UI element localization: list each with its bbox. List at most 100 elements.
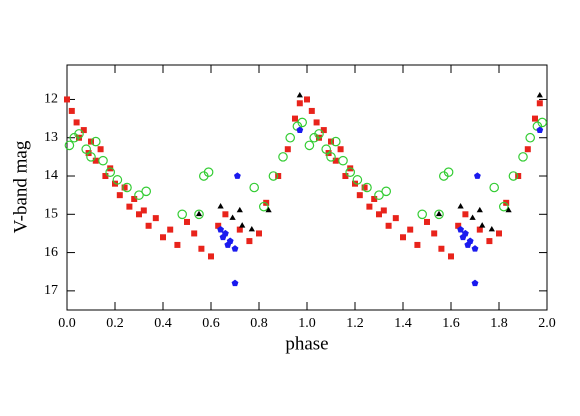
point <box>105 167 115 177</box>
point <box>88 138 94 145</box>
point <box>140 207 147 214</box>
point <box>518 152 528 162</box>
point <box>374 190 384 200</box>
point <box>385 222 392 229</box>
point <box>476 226 483 233</box>
point <box>81 144 91 155</box>
point <box>68 107 75 114</box>
point <box>338 155 348 166</box>
x-tick-label: 1.8 <box>490 316 508 331</box>
point <box>313 119 320 126</box>
point <box>443 167 454 177</box>
point <box>414 241 421 248</box>
point <box>435 210 443 217</box>
point <box>297 117 307 128</box>
point <box>473 172 481 179</box>
point <box>258 201 269 212</box>
x-tick-label: 1.0 <box>298 316 316 331</box>
point <box>455 222 462 229</box>
x-tick-label: 0.0 <box>58 316 76 331</box>
point <box>330 136 341 147</box>
y-tick-label: 17 <box>44 283 58 298</box>
y-tick-label: 12 <box>44 92 58 107</box>
point <box>536 126 544 133</box>
point <box>352 175 363 185</box>
point <box>246 238 253 245</box>
point <box>217 226 225 233</box>
point <box>476 206 483 213</box>
point <box>342 173 349 180</box>
point <box>320 127 327 134</box>
point <box>131 195 138 202</box>
point <box>326 152 336 162</box>
point <box>356 192 363 199</box>
point <box>215 222 222 229</box>
point <box>92 157 99 164</box>
x-tick-label: 0.2 <box>106 316 124 331</box>
point <box>248 226 255 232</box>
point <box>285 132 295 143</box>
y-tick-label: 13 <box>44 130 58 145</box>
point <box>126 203 133 210</box>
point <box>256 230 262 237</box>
point <box>304 96 310 103</box>
point <box>236 226 243 233</box>
point <box>508 171 519 181</box>
point <box>134 190 144 200</box>
point <box>407 226 414 233</box>
point <box>86 152 96 162</box>
point <box>174 241 181 248</box>
point <box>489 182 499 193</box>
point <box>371 195 378 202</box>
y-tick-label: 15 <box>44 207 58 222</box>
point <box>361 184 368 191</box>
point <box>438 245 445 252</box>
point <box>102 173 109 180</box>
point <box>239 222 246 228</box>
point <box>292 115 298 122</box>
point <box>337 146 344 153</box>
point <box>249 182 259 193</box>
point <box>498 201 509 212</box>
point <box>536 100 543 107</box>
point <box>221 229 229 237</box>
x-tick-label: 1.2 <box>346 316 364 331</box>
point <box>198 245 205 252</box>
point <box>381 186 391 197</box>
point <box>160 234 166 241</box>
point <box>457 203 464 209</box>
point <box>537 117 547 128</box>
point <box>457 226 465 233</box>
point <box>278 152 288 162</box>
y-tick-label: 16 <box>44 245 58 260</box>
y-tick-label: 14 <box>44 168 58 183</box>
point <box>392 215 399 222</box>
point <box>231 245 239 252</box>
point <box>345 167 355 177</box>
x-tick-label: 0.4 <box>154 316 172 331</box>
point <box>524 146 531 153</box>
point <box>136 211 142 218</box>
point <box>296 92 303 98</box>
point <box>275 173 282 180</box>
x-tick-label: 1.6 <box>442 316 460 331</box>
point <box>191 230 198 237</box>
point <box>461 229 469 237</box>
point <box>208 253 214 260</box>
point <box>434 209 444 220</box>
point <box>296 126 304 133</box>
point <box>525 132 535 143</box>
point <box>448 253 454 260</box>
point <box>64 140 75 151</box>
point <box>268 171 279 181</box>
point <box>417 209 427 220</box>
point <box>229 214 236 220</box>
point <box>471 245 479 252</box>
point <box>362 182 372 193</box>
point <box>194 209 204 220</box>
point <box>505 206 512 213</box>
point <box>486 238 493 245</box>
point <box>304 140 315 151</box>
